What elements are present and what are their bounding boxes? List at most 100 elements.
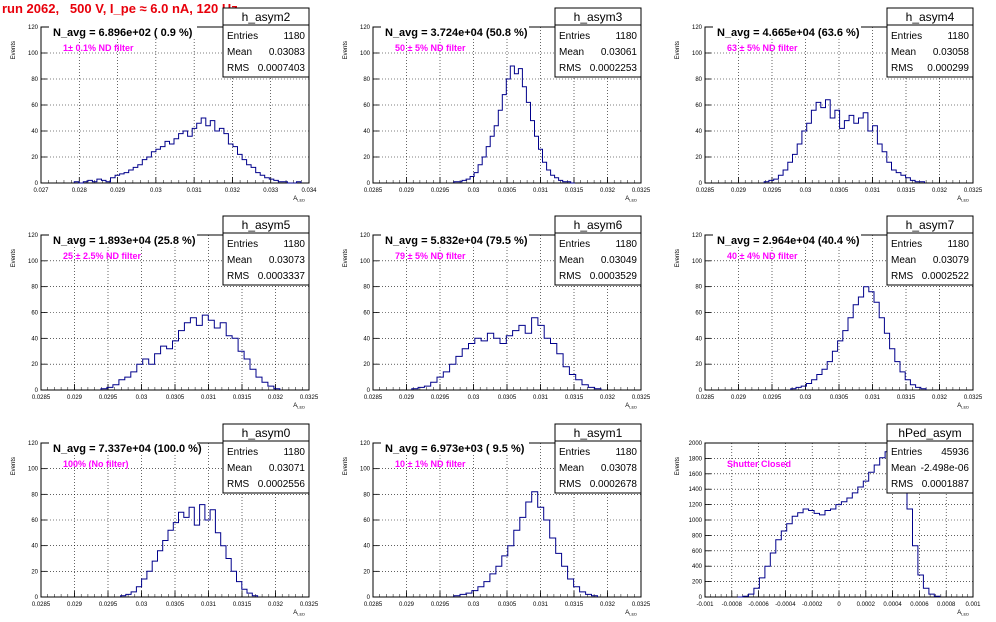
histogram-bars [763,99,925,183]
x-tick-label: 0.032 [932,188,948,194]
stat-value-mean: 0.03083 [269,47,306,58]
y-tick-label: 60 [363,311,370,317]
x-tick-label: 0.0004 [883,602,902,608]
stat-value-mean: 0.03079 [933,255,970,266]
x-axis-label: ALED [293,610,305,617]
y-tick-label: 60 [31,518,38,524]
x-axis-label-sub: LED [297,612,305,617]
x-tick-label: -0.0004 [775,602,796,608]
x-tick-label: -0.001 [696,602,714,608]
y-tick-label: 20 [695,362,702,368]
stat-value-mean: 0.03071 [269,463,306,474]
histogram-bars [120,504,259,597]
navg-box [49,441,197,455]
x-tick-label: 0.031 [187,188,203,194]
stat-label-rms: RMS [891,479,914,490]
x-tick-label: 0.0006 [910,602,929,608]
navg-box [49,25,197,39]
x-axis-label-sub: LED [297,405,305,410]
stat-label-mean: Mean [559,255,584,266]
x-tick-label: 0.0315 [897,188,916,194]
stat-label-mean: Mean [891,47,916,58]
stat-label-rms: RMS [891,271,914,282]
x-tick-label: 0.0325 [964,188,983,194]
histogram-panel-hPed_asym: -0.001 -0.0008 -0.0006 -0.0004 -0.0002 0 0.000… [675,423,981,617]
y-tick-label: 120 [360,233,371,239]
x-tick-label: 0.0295 [763,395,782,401]
navg-label: N_avg = 4.665e+04 (63.6 %) [717,27,860,39]
stat-value-rms: 0.0002253 [590,63,638,74]
x-axis-label-sub: LED [629,612,637,617]
y-tick-label: 100 [28,259,39,265]
x-axis-label: ALED [957,610,969,617]
x-tick-label: -0.0002 [802,602,823,608]
stat-value-entries: 1180 [283,31,305,42]
x-tick-label: 0.029 [399,602,415,608]
stats-box [222,232,310,286]
x-axis-label: ALED [957,403,969,410]
x-axis-label-sub: LED [297,198,305,203]
stat-label-mean: Mean [227,255,252,266]
stat-value-rms: 0.0002522 [922,271,970,282]
x-tick-label: 0.0305 [498,188,517,194]
histogram-panel-h_asym3: 0.0285 0.029 0.0295 0.03 0.0305 0.031 0.0315 0.… [343,7,651,203]
y-axis-label: Events [11,249,17,267]
stat-value-rms: 0.0002556 [258,479,306,490]
y-tick-label: 1000 [689,518,703,524]
histogram-bars [73,117,302,184]
navg-label: N_avg = 6.896e+02 ( 0.9 %) [53,27,193,39]
stat-value-rms: 0.0003337 [258,271,306,282]
x-tick-label: 0.03 [468,602,480,608]
stats-box [554,24,642,78]
y-tick-label: 20 [31,155,38,161]
y-tick-label: 20 [363,362,370,368]
x-tick-label: 0.0315 [897,395,916,401]
x-tick-label: 0.0305 [498,395,517,401]
stat-value-rms: 0.0007403 [258,63,306,74]
x-axis-label-sub: LED [629,198,637,203]
navg-label: N_avg = 1.893e+04 (25.8 %) [53,235,196,247]
stat-label-entries: Entries [227,239,258,250]
x-tick-label: 0.029 [67,602,83,608]
y-axis-label: Events [343,249,349,267]
y-tick-label: 120 [360,25,371,31]
histogram-name: h_asym6 [574,218,623,232]
y-axis-label: Events [675,249,681,267]
stat-value-rms: 0.0001887 [922,479,970,490]
y-axis-label: Events [343,41,349,59]
y-tick-label: 120 [28,441,39,447]
x-tick-label: 0.0285 [364,188,383,194]
stat-label-entries: Entries [227,447,258,458]
stats-box [222,24,310,78]
y-tick-label: 80 [363,492,370,498]
x-tick-label: 0.0285 [32,602,51,608]
x-axis-label: ALED [293,196,305,203]
histogram-panel-h_asym0: 0.0285 0.029 0.0295 0.03 0.0305 0.031 0.0315 0.… [11,423,319,617]
stat-value-mean: -2.498e-06 [921,463,970,474]
x-tick-label: 0.031 [201,602,217,608]
y-tick-label: 80 [31,77,38,83]
y-tick-label: 400 [692,564,703,570]
x-tick-label: 0.027 [33,188,49,194]
y-tick-label: 0 [35,388,39,394]
stat-value-rms: 0.0002678 [590,479,638,490]
filter-annotation: 100% (No filter) [63,459,129,469]
stat-label-entries: Entries [559,31,590,42]
x-tick-label: 0.032 [600,395,616,401]
y-axis-label: Events [11,41,17,59]
y-tick-label: 0 [367,388,371,394]
y-tick-label: 120 [360,441,371,447]
x-tick-label: 0.032 [600,602,616,608]
stat-label-mean: Mean [559,47,584,58]
stat-value-entries: 1180 [283,239,305,250]
y-tick-label: 80 [31,492,38,498]
stat-label-mean: Mean [227,463,252,474]
x-tick-label: 0.0295 [431,395,450,401]
x-tick-label: 0.0295 [431,188,450,194]
stats-box [222,440,310,494]
x-tick-label: 0.0315 [233,395,252,401]
stat-value-entries: 1180 [615,31,637,42]
y-tick-label: 0 [367,595,371,601]
x-tick-label: 0.0325 [964,395,983,401]
x-tick-label: 0.03 [136,602,148,608]
